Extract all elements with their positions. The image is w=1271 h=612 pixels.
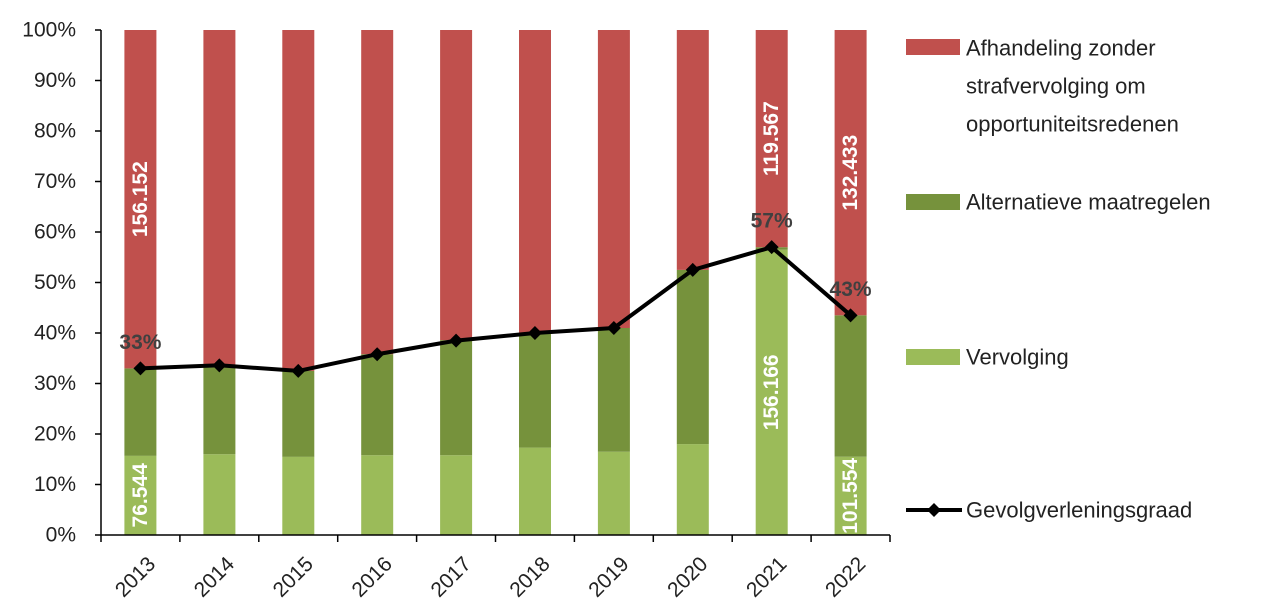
x-tick-label: 2021	[742, 552, 791, 601]
y-tick-label: 70%	[34, 170, 76, 193]
legend-label-vervolging: Vervolging	[966, 345, 1069, 370]
bar-data-label: 101.554	[839, 458, 862, 534]
bar-2015-series-1	[282, 370, 315, 457]
bar-2022-series-2	[834, 30, 867, 316]
line-marker-2018	[527, 326, 542, 340]
x-tick-label: 2022	[821, 552, 870, 601]
line-layer	[133, 240, 858, 378]
bar-2013-series-1	[124, 368, 157, 456]
y-tick-label: 50%	[34, 271, 76, 294]
legend-marker-gevolgverleningsgraad	[927, 503, 941, 517]
bar-2017-series-1	[440, 340, 473, 456]
bar-2017-series-2	[440, 30, 473, 341]
y-tick-label: 80%	[34, 120, 76, 143]
line-data-label: 33%	[119, 331, 161, 354]
bar-2019-series-1	[597, 328, 630, 452]
bar-2017-series-0	[440, 455, 473, 535]
bar-data-label: 156.166	[760, 354, 783, 430]
y-tick-label: 30%	[34, 372, 76, 395]
bar-2015-series-2	[282, 30, 315, 371]
bar-2020-series-0	[676, 444, 709, 535]
legend-label-gevolgverleningsgraad: Gevolgverleningsgraad	[966, 498, 1192, 523]
bar-2014-series-2	[203, 30, 236, 366]
bar-2018-series-1	[519, 333, 551, 448]
y-tick-label: 0%	[46, 524, 76, 547]
x-tick-label: 2014	[190, 552, 240, 602]
x-tick-label: 2016	[348, 552, 397, 601]
bar-2014-series-1	[203, 365, 236, 455]
bar-2018-series-2	[519, 30, 551, 333]
y-tick-label: 40%	[34, 322, 76, 345]
bar-2019-series-2	[597, 30, 630, 328]
labels-layer: 76.544 156.152 156.166 119.567 101.554 132.43…	[119, 101, 871, 534]
line-marker-2021	[764, 240, 779, 255]
bar-2020-series-1	[676, 269, 709, 445]
legend-swatch-afhandeling	[906, 39, 960, 55]
bar-data-label: 132.433	[839, 135, 862, 211]
legend-label-alternatieve: Alternatieve maatregelen	[966, 190, 1211, 215]
bar-2019-series-0	[597, 451, 630, 535]
legend-label-afhandeling: Afhandeling zonder	[966, 36, 1156, 61]
line-marker-2016	[370, 347, 385, 362]
x-tick-label: 2015	[269, 552, 318, 601]
bar-2021-series-2	[755, 30, 788, 248]
bar-2016-series-2	[361, 30, 394, 355]
line-data-label: 57%	[751, 210, 793, 233]
line-marker-2017	[449, 333, 464, 348]
line-marker-2022	[843, 308, 858, 323]
x-tick-label: 2020	[663, 552, 712, 601]
legend-swatch-alternatieve	[906, 194, 960, 210]
y-tick-label: 60%	[34, 221, 76, 244]
line-marker-2019	[606, 320, 621, 335]
x-tick-label: 2017	[426, 552, 475, 601]
y-tick-label: 90%	[34, 69, 76, 92]
bar-2016-series-1	[361, 354, 394, 456]
bar-2014-series-0	[203, 454, 236, 535]
y-tick-label: 20%	[34, 423, 76, 446]
bar-2018-series-0	[519, 447, 551, 535]
line-marker-2014	[212, 358, 227, 373]
x-tick-label: 2013	[111, 552, 160, 601]
line-series-gevolgverleningsgraad	[140, 245, 852, 373]
bar-data-label: 119.567	[760, 101, 783, 176]
line-marker-2020	[685, 262, 700, 277]
line-data-label: 43%	[830, 278, 872, 301]
legend-swatch-vervolging	[906, 349, 960, 365]
y-tick-label: 10%	[34, 473, 76, 496]
bar-2013-series-0	[124, 455, 157, 535]
bar-data-label: 76.544	[129, 463, 152, 528]
bar-2022-series-0	[834, 456, 867, 535]
bar-2016-series-0	[361, 455, 394, 535]
bars-layer	[124, 30, 867, 535]
line-marker-2013	[133, 361, 148, 376]
line-marker-2015	[291, 363, 306, 378]
x-tick-label: 2019	[584, 552, 633, 601]
x-tick-label: 2018	[505, 552, 554, 601]
bar-2013-series-2	[124, 30, 157, 369]
legend-label-afhandeling: strafvervolging om	[966, 74, 1146, 99]
legend-label-afhandeling: opportuniteitsredenen	[966, 112, 1179, 137]
bar-data-label: 156.152	[129, 161, 152, 237]
legend: Afhandeling zonder strafvervolging om oppo…	[906, 36, 1211, 523]
bar-2015-series-0	[282, 456, 315, 535]
y-tick-label: 100%	[22, 19, 76, 42]
bar-2020-series-2	[676, 30, 709, 270]
bar-2021-series-0	[755, 249, 788, 535]
bar-2022-series-1	[834, 315, 867, 457]
